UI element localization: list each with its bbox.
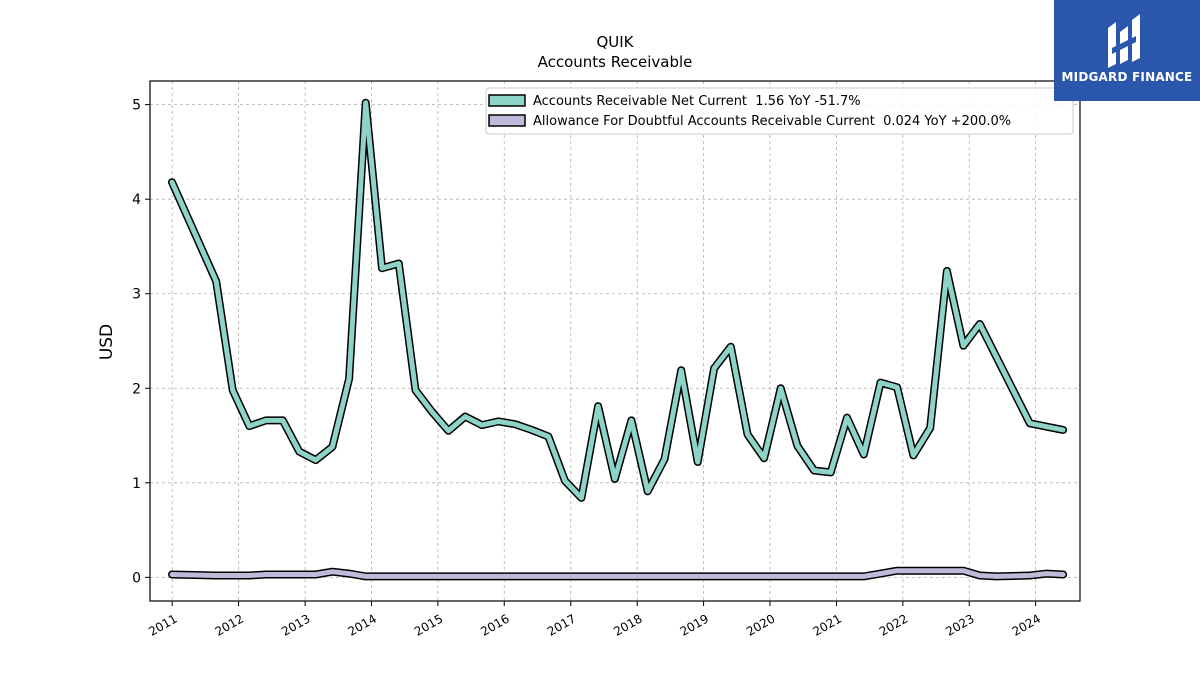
series-0-outline xyxy=(168,98,1068,502)
legend-label: Accounts Receivable Net Current 1.56 YoY… xyxy=(533,94,861,109)
y-tick-label: 2 xyxy=(132,381,141,397)
legend-label: Allowance For Doubtful Accounts Receivab… xyxy=(533,114,1011,129)
x-tick-label: 2018 xyxy=(611,611,644,638)
series-0-line xyxy=(169,100,1066,501)
legend-box xyxy=(485,87,1074,135)
grid-lines xyxy=(150,81,1080,601)
logo-mark-icon xyxy=(1108,14,1140,68)
x-tick-label: 2022 xyxy=(877,611,910,638)
x-tick-label: 2015 xyxy=(412,611,445,638)
y-tick-label: 1 xyxy=(132,476,141,492)
legend-swatch xyxy=(488,94,526,107)
x-tick-label: 2013 xyxy=(279,611,312,638)
x-axis-ticks: 2011 2012 2013 2014 2015 2016 2017 2018 2019 2020… xyxy=(146,601,1043,639)
chart-title: QUIK xyxy=(596,33,634,51)
series-1-line xyxy=(169,568,1066,579)
y-tick-label: 0 xyxy=(132,570,141,586)
x-tick-label: 2016 xyxy=(478,611,511,638)
x-tick-label: 2017 xyxy=(545,611,578,638)
legend: Accounts Receivable Net Current 1.56 YoY… xyxy=(485,87,1074,135)
y-tick-label: 4 xyxy=(132,192,141,208)
y-tick-label: 3 xyxy=(132,287,141,303)
x-tick-label: 2011 xyxy=(146,611,179,638)
y-axis-label: USD xyxy=(97,324,117,360)
x-tick-label: 2014 xyxy=(346,611,379,638)
brand-logo: MIDGARD FINANCE xyxy=(1054,0,1200,101)
y-axis-ticks: 0 1 2 3 4 5 xyxy=(132,98,150,586)
plot-frame xyxy=(149,80,1081,602)
chart-subtitle: Accounts Receivable xyxy=(538,53,693,71)
x-tick-label: 2020 xyxy=(744,611,777,638)
series-layer xyxy=(168,98,1068,581)
x-tick-label: 2024 xyxy=(1010,611,1043,638)
logo-text: MIDGARD FINANCE xyxy=(1061,70,1193,84)
x-tick-label: 2019 xyxy=(678,611,711,638)
x-tick-label: 2023 xyxy=(943,611,976,638)
y-tick-label: 5 xyxy=(132,98,141,114)
x-tick-label: 2012 xyxy=(213,611,246,638)
x-tick-label: 2021 xyxy=(811,611,844,638)
legend-swatch xyxy=(488,114,526,127)
